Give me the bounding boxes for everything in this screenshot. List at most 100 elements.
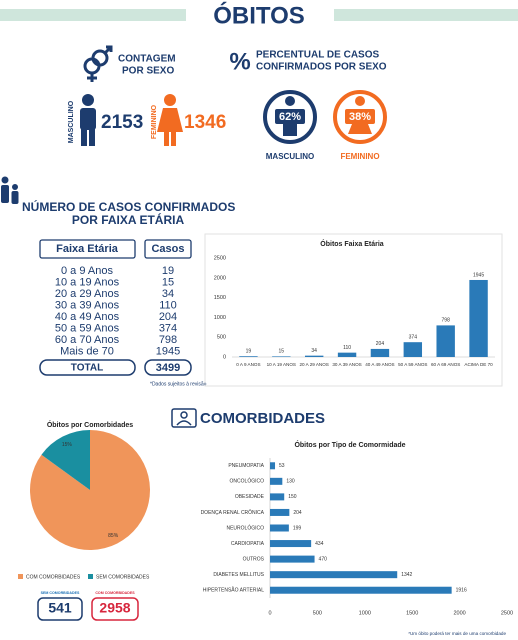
bar [270, 571, 398, 579]
table-cell: Mais de 70 [60, 345, 114, 357]
legend-label: SEM COMORBIDADES [96, 574, 150, 580]
male-percent-icon [263, 90, 317, 144]
table-cell: 34 [162, 288, 174, 300]
bar [270, 462, 276, 470]
section-title: POR SEXO [122, 66, 174, 77]
x-tick-label: 500 [313, 610, 322, 616]
y-tick-label: ONCOLÓGICO [230, 478, 265, 485]
bar [403, 342, 423, 357]
chart-title: Óbitos por Comorbidades [47, 420, 133, 429]
bar [270, 586, 452, 594]
sex-label: MASCULINO [68, 100, 75, 143]
title-band [334, 9, 518, 21]
y-tick-label: 2000 [214, 275, 226, 281]
percent-label: MASCULINO [266, 152, 314, 161]
y-tick-label: OBESIDADE [235, 494, 265, 500]
table-cell: 60 a 70 Anos [55, 334, 120, 346]
data-label: 110 [343, 345, 351, 351]
table-cell: 15 [162, 276, 174, 288]
y-tick-label: NEUROLÓGICO [226, 524, 264, 531]
legend-swatch [18, 574, 23, 579]
bar [304, 355, 324, 357]
legend-swatch [88, 574, 93, 579]
table-header: Casos [151, 243, 184, 255]
count-label: SEM COMORBIDADES [41, 591, 80, 595]
bar [239, 356, 258, 357]
comorbidity-icon [171, 408, 197, 428]
data-label: 19 [246, 349, 252, 355]
table-total-box [39, 359, 136, 376]
data-label: 53 [279, 463, 285, 469]
table-cell: 40 a 49 Anos [55, 311, 120, 323]
table-cell: 19 [162, 265, 174, 277]
table-cell: 110 [159, 299, 177, 311]
y-tick-label: 1500 [214, 295, 226, 301]
y-tick-label: PNEUMOPATIA [228, 463, 264, 469]
x-tick-label: 20 A 29 ANOS [300, 362, 329, 367]
table-cell: 798 [159, 334, 177, 346]
data-label: 434 [315, 541, 324, 547]
note: *Um óbito poderá ter mais de uma comorbi… [408, 631, 506, 636]
section-title: COMORBIDADES [200, 410, 325, 427]
table-cell: 0 a 9 Anos [61, 265, 113, 277]
data-label: 34 [311, 348, 317, 354]
legend-label: COM COMORBIDADES [26, 574, 81, 580]
data-label: 85% [108, 533, 119, 539]
section-title: POR FAIXA ETÁRIA [72, 212, 185, 227]
percent-label: FEMININO [340, 152, 379, 161]
y-tick-label: 0 [223, 354, 226, 360]
section-title: PERCENTUAL DE CASOS [256, 50, 379, 61]
x-tick-label: ACIMA DE 70 [464, 362, 493, 367]
table-header-box [39, 239, 136, 259]
data-label: 1916 [456, 588, 467, 594]
x-tick-label: 2000 [453, 610, 465, 616]
data-label: 470 [319, 556, 328, 562]
data-label: 15 [279, 349, 285, 355]
percent-value: 62% [279, 111, 301, 123]
table-cell: 50 a 59 Anos [55, 322, 120, 334]
table-cell: 1945 [156, 345, 180, 357]
x-tick-label: 10 A 19 ANOS [267, 362, 296, 367]
chart-title: Óbitos Faixa Etária [320, 239, 384, 248]
table-total-label: TOTAL [71, 363, 103, 374]
y-tick-label: HIPERTENSÃO ARTERIAL [203, 587, 264, 594]
female-icon [157, 94, 183, 146]
table-cell: 20 a 29 Anos [55, 288, 120, 300]
family-icon [1, 176, 19, 204]
bar [270, 508, 290, 516]
bar [270, 524, 289, 532]
sex-label: FEMININO [151, 104, 158, 139]
table-total-box [144, 359, 192, 376]
table-cell: 30 a 39 Anos [55, 299, 120, 311]
percent-value: 38% [349, 111, 371, 123]
sex-count: 1346 [184, 112, 226, 133]
data-label: 1342 [401, 572, 412, 578]
x-tick-label: 50 A 59 ANOS [398, 362, 427, 367]
section-title: NÚMERO DE CASOS CONFIRMADOS [22, 199, 235, 214]
y-tick-label: 1000 [214, 315, 226, 321]
percent-symbol: % [229, 48, 250, 75]
data-label: 150 [288, 494, 297, 500]
bar [370, 348, 390, 357]
bar [469, 279, 488, 357]
table-header: Faixa Etária [56, 243, 119, 255]
bar [270, 540, 312, 548]
y-tick-label: OUTROS [243, 556, 265, 562]
x-tick-label: 1500 [406, 610, 418, 616]
male-icon [80, 94, 96, 146]
data-label: 15% [62, 442, 73, 448]
bar [337, 352, 357, 357]
bar [270, 477, 283, 485]
sex-count: 2153 [101, 112, 143, 133]
y-tick-label: 2500 [214, 255, 226, 261]
pie-slice [30, 430, 150, 551]
chart-title: Óbitos por Tipo de Comormidade [294, 440, 405, 449]
gender-icon [83, 45, 113, 82]
x-tick-label: 1000 [359, 610, 371, 616]
y-tick-label: CARDIOPATIA [231, 541, 265, 547]
page-title: ÓBITOS [213, 1, 305, 29]
x-tick-label: 40 A 49 ANOS [365, 362, 394, 367]
title-band [0, 9, 186, 21]
